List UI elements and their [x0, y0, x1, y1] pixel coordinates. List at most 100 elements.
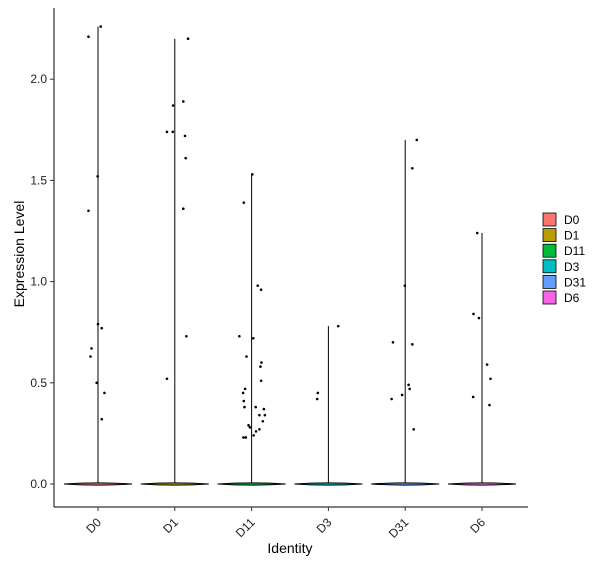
data-point-D3 — [316, 391, 320, 395]
x-tick-label: D31 — [386, 515, 412, 541]
data-point-D11 — [256, 284, 260, 287]
legend-swatch-D31 — [542, 274, 557, 289]
data-point-D1 — [185, 334, 188, 338]
data-point-D11 — [248, 426, 252, 429]
data-point-D6 — [488, 403, 491, 407]
data-point-D1 — [182, 207, 185, 211]
data-point-D3 — [336, 324, 340, 328]
data-point-D6 — [471, 395, 475, 399]
data-point-D6 — [472, 312, 475, 316]
y-tick-label: 0.5 — [30, 376, 47, 390]
legend-swatch-D11 — [542, 243, 557, 258]
x-axis-ticks: D0 D1 D11 D3 D31 D6 — [83, 507, 488, 541]
data-point-D11 — [258, 428, 261, 431]
violin-base-D11 — [217, 482, 286, 486]
x-tick-label: D3 — [314, 515, 335, 536]
x-tick-label: D11 — [233, 515, 258, 540]
data-point-D0 — [95, 381, 98, 385]
y-axis-ticks: 0.0 0.5 1.0 1.5 2.0 — [30, 72, 54, 491]
violin-base-D6 — [447, 482, 517, 486]
data-point-D1 — [182, 100, 185, 103]
data-point-D0 — [100, 417, 104, 421]
data-point-D31 — [411, 166, 414, 170]
data-point-D0 — [99, 25, 103, 28]
data-point-D1 — [186, 37, 190, 41]
data-point-D0 — [90, 347, 93, 350]
violin-base-D3 — [294, 482, 363, 486]
violins — [63, 26, 517, 486]
legend-swatch-D6 — [542, 290, 557, 305]
data-point-D0 — [103, 391, 106, 395]
data-point-D31 — [400, 393, 404, 397]
x-tick-label: D1 — [160, 515, 181, 536]
data-point-D11 — [261, 419, 265, 423]
x-axis-title: Identity — [267, 540, 312, 556]
violin-base-D0 — [63, 482, 133, 486]
legend-swatch-D0 — [542, 212, 557, 227]
data-point-D31 — [408, 387, 411, 391]
data-point-D11 — [259, 365, 262, 368]
jitter-points — [87, 25, 492, 439]
data-point-D1 — [171, 130, 175, 134]
data-point-D1 — [165, 377, 169, 381]
legend-label-D31: D31 — [564, 275, 586, 289]
legend-swatch-D1 — [542, 228, 557, 243]
data-point-D11 — [247, 424, 250, 427]
plot-panel: 0.0 0.5 1.0 1.5 2.0 D0 D1 D11 D3 D31 D6 — [30, 8, 528, 541]
data-point-D11 — [254, 405, 257, 409]
data-point-D6 — [477, 316, 481, 320]
data-point-D31 — [390, 397, 393, 401]
data-point-D31 — [415, 138, 419, 142]
data-point-D6 — [489, 377, 492, 381]
data-point-D0 — [87, 35, 90, 38]
data-point-D11 — [245, 355, 248, 358]
violin-base-D1 — [140, 482, 209, 486]
data-point-D11 — [244, 436, 248, 439]
y-tick-label: 0.0 — [30, 477, 47, 491]
data-point-D11 — [262, 407, 266, 411]
data-point-D6 — [475, 231, 479, 235]
legend-swatch-D3 — [542, 259, 557, 274]
data-point-D11 — [260, 361, 263, 364]
legend-label-D6: D6 — [564, 291, 580, 305]
legend-label-D11: D11 — [564, 244, 585, 258]
data-point-D11 — [263, 413, 267, 417]
legend-label-D3: D3 — [564, 260, 580, 274]
data-point-D1 — [184, 156, 187, 160]
data-point-D0 — [89, 355, 92, 358]
x-tick-label: D0 — [83, 515, 104, 536]
data-point-D11 — [252, 434, 255, 437]
data-point-D0 — [87, 209, 90, 213]
data-point-D11 — [243, 387, 247, 391]
data-point-D11 — [259, 288, 263, 291]
data-point-D11 — [243, 405, 246, 409]
y-tick-label: 1.5 — [30, 173, 47, 187]
y-tick-label: 1.0 — [30, 275, 47, 289]
data-point-D1 — [171, 104, 175, 107]
data-point-D31 — [411, 343, 414, 346]
data-point-D6 — [485, 363, 489, 366]
data-point-D11 — [259, 379, 263, 383]
data-point-D11 — [258, 413, 261, 417]
data-point-D11 — [242, 201, 246, 204]
data-point-D11 — [238, 334, 241, 338]
legend-label-D0: D0 — [564, 213, 580, 227]
legend-label-D1: D1 — [564, 229, 580, 243]
data-point-D11 — [242, 399, 246, 403]
y-axis-title: Expression Level — [11, 201, 27, 308]
data-point-D31 — [391, 341, 395, 344]
data-point-D11 — [242, 436, 245, 439]
violin-base-D31 — [371, 482, 440, 486]
data-point-D1 — [183, 134, 187, 138]
data-point-D11 — [252, 336, 255, 340]
x-tick-label: D6 — [467, 515, 488, 536]
data-point-D11 — [241, 391, 245, 395]
data-point-D31 — [412, 428, 416, 431]
y-tick-label: 2.0 — [30, 72, 47, 86]
data-point-D1 — [165, 130, 169, 134]
data-point-D0 — [100, 326, 104, 330]
data-point-D11 — [254, 430, 258, 433]
data-point-D31 — [407, 383, 410, 387]
